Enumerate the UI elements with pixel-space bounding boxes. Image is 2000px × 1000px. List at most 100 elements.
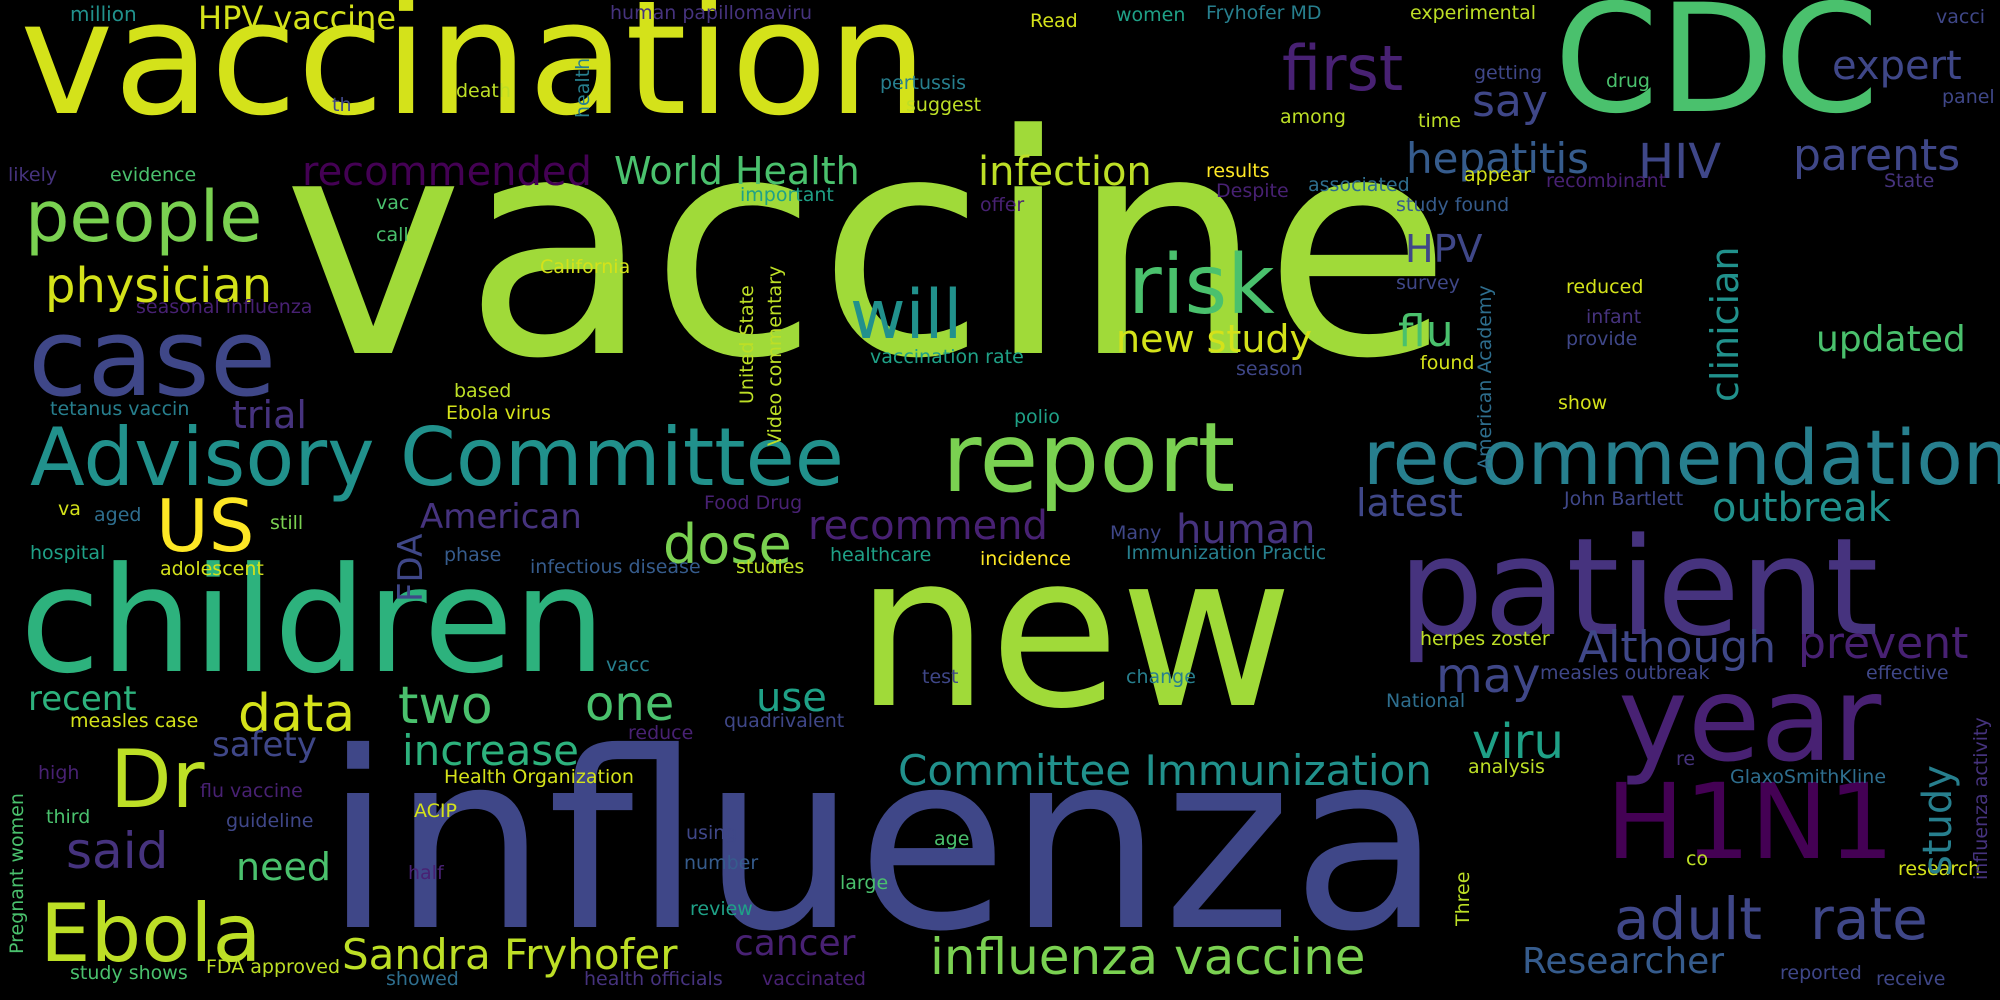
word-may: may bbox=[1436, 648, 1541, 704]
word-hiv: HIV bbox=[1638, 134, 1722, 190]
word-h1n1: H1N1 bbox=[1606, 761, 1895, 883]
word-one: one bbox=[585, 676, 675, 732]
word-among: among bbox=[1280, 106, 1346, 128]
word-many: Many bbox=[1110, 522, 1162, 544]
word-need: need bbox=[236, 845, 331, 889]
word-influenza-vaccine: influenza vaccine bbox=[930, 928, 1366, 986]
word-important: important bbox=[740, 184, 834, 206]
word-say: say bbox=[1472, 76, 1548, 127]
word-influenza-activity: influenza activity bbox=[1970, 717, 1992, 880]
word-sandra-fryhofer: Sandra Fryhofer bbox=[342, 930, 678, 979]
word-outbreak: outbreak bbox=[1712, 485, 1891, 531]
word-hospital: hospital bbox=[30, 542, 106, 564]
word-change: change bbox=[1126, 666, 1196, 688]
word-new: new bbox=[855, 508, 1294, 755]
word-health: health bbox=[572, 57, 594, 118]
word-influenza: influenza bbox=[324, 700, 1442, 985]
word-healthcare: healthcare bbox=[830, 544, 932, 566]
word-show: show bbox=[1558, 392, 1608, 414]
word-despite: Despite bbox=[1216, 180, 1289, 202]
word-tetanus-vaccin: tetanus vaccin bbox=[50, 398, 190, 420]
word-women: women bbox=[1116, 4, 1186, 26]
word-use: use bbox=[756, 675, 827, 721]
word-physician: physician bbox=[45, 258, 273, 314]
word-reduce: reduce bbox=[628, 722, 694, 744]
word-aged: aged bbox=[94, 504, 142, 526]
word-people: people bbox=[25, 176, 263, 258]
word-read: Read bbox=[1030, 10, 1078, 32]
word-human-papillomaviru: human papillomaviru bbox=[610, 2, 813, 24]
word-vaccinated: vaccinated bbox=[762, 968, 866, 990]
word-trial: trial bbox=[232, 393, 307, 437]
word-vacci: vacci bbox=[1936, 6, 1986, 28]
word-infection: infection bbox=[978, 149, 1152, 195]
word-guideline: guideline bbox=[226, 810, 314, 832]
word-will: will bbox=[850, 276, 963, 355]
word-fryhofer-md: Fryhofer MD bbox=[1206, 2, 1322, 24]
word-getting: getting bbox=[1474, 62, 1543, 84]
word-two: two bbox=[398, 676, 493, 736]
word-review: review bbox=[690, 898, 753, 920]
word-california: California bbox=[540, 256, 631, 278]
word-infant: infant bbox=[1586, 306, 1642, 328]
word-fda-approved: FDA approved bbox=[206, 956, 341, 978]
word-quadrivalent: quadrivalent bbox=[724, 710, 845, 732]
word-re: re bbox=[1676, 748, 1696, 770]
word-researcher: Researcher bbox=[1522, 941, 1725, 982]
word-showed: showed bbox=[386, 968, 459, 990]
word-death: death bbox=[456, 80, 511, 102]
word-year: year bbox=[1618, 650, 1882, 788]
word-clinician: clinician bbox=[1703, 246, 1747, 402]
word-test: test bbox=[922, 666, 959, 688]
word-latest: latest bbox=[1356, 481, 1463, 525]
word-health-organization: Health Organization bbox=[444, 766, 634, 788]
word-herpes-zoster: herpes zoster bbox=[1420, 628, 1550, 650]
word-vaccination: vaccination bbox=[20, 0, 928, 151]
word-drug: drug bbox=[1606, 70, 1650, 92]
word-us: US bbox=[156, 484, 255, 568]
word-recent: recent bbox=[28, 679, 137, 719]
word-analysis: analysis bbox=[1468, 756, 1545, 778]
word-ebola-virus: Ebola virus bbox=[446, 402, 551, 424]
word-ebola: Ebola bbox=[40, 887, 262, 980]
word-health-officials: health officials bbox=[584, 968, 723, 990]
word-season: season bbox=[1236, 358, 1303, 380]
word-glaxosmithkline: GlaxoSmithKline bbox=[1730, 766, 1887, 788]
word-vaccine: vaccine bbox=[283, 70, 1452, 425]
word-large: large bbox=[840, 872, 889, 894]
word-high: high bbox=[38, 762, 80, 784]
word-polio: polio bbox=[1014, 406, 1060, 428]
word-still: still bbox=[270, 512, 304, 534]
word-half: half bbox=[408, 862, 444, 884]
word-first: first bbox=[1282, 32, 1404, 105]
word-children: children bbox=[20, 536, 606, 706]
word-vaccination-rate: vaccination rate bbox=[870, 346, 1024, 368]
word-time: time bbox=[1418, 110, 1461, 132]
word-rate: rate bbox=[1810, 885, 1928, 953]
word-acip: ACIP bbox=[414, 800, 457, 822]
word-committee-immunization: Committee Immunization bbox=[898, 746, 1432, 795]
word-co: co bbox=[1686, 848, 1709, 870]
word-safety: safety bbox=[212, 725, 317, 765]
word-age: age bbox=[934, 828, 970, 850]
word-number: number bbox=[684, 852, 759, 874]
word-pertussis: pertussis bbox=[880, 72, 967, 94]
word-flu: flu bbox=[1398, 306, 1454, 357]
word-state: State bbox=[1884, 170, 1935, 192]
word-pregnant-women: Pregnant women bbox=[6, 793, 28, 954]
word-video-commentary: Video commentary bbox=[764, 265, 786, 446]
word-john-bartlett: John Bartlett bbox=[1564, 488, 1684, 510]
word-recommended: recommended bbox=[302, 149, 592, 195]
word-cancer: cancer bbox=[734, 923, 856, 964]
word-likely: likely bbox=[8, 164, 58, 186]
word-expert: expert bbox=[1832, 43, 1962, 89]
word-vacc: vacc bbox=[606, 654, 650, 676]
word-reduced: reduced bbox=[1566, 276, 1644, 298]
word-data: data bbox=[238, 684, 356, 744]
word-reported: reported bbox=[1780, 962, 1862, 984]
word-food-drug: Food Drug bbox=[704, 492, 803, 514]
word-associated: associated bbox=[1308, 174, 1410, 196]
word-national: National bbox=[1386, 690, 1466, 712]
word-american-academy: American Academy bbox=[1474, 285, 1496, 470]
word-offer: offer bbox=[980, 194, 1025, 216]
